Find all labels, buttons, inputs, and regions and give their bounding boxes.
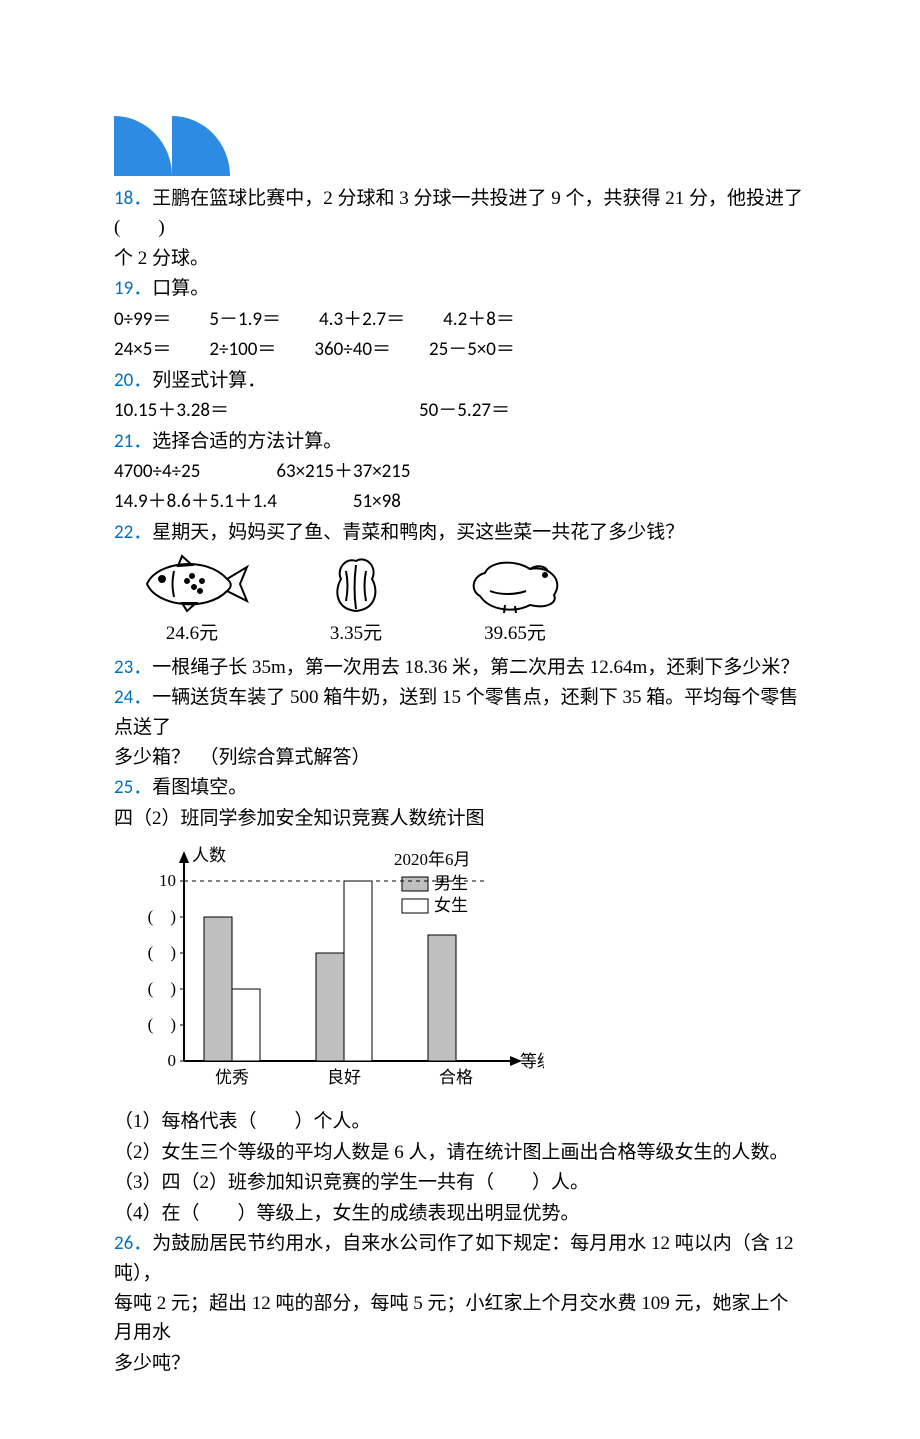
svg-text:0: 0 [168, 1051, 177, 1070]
q17-svg [114, 116, 230, 176]
svg-text:10: 10 [159, 871, 176, 890]
svg-text:良好: 良好 [327, 1068, 361, 1087]
q24-num: 24． [114, 686, 152, 709]
q21-title: 选择合适的方法计算。 [152, 431, 342, 452]
q21-row2: 14.9＋8.6＋5.1＋1.4 51×98 [114, 487, 806, 516]
q26-line3: 多少吨？ [114, 1349, 806, 1378]
q21-num: 21． [114, 430, 152, 453]
q21-title-line: 21．选择合适的方法计算。 [114, 427, 806, 456]
fish-price: 24.6元 [132, 619, 252, 648]
q22-foodrow: 24.6元 3.35元 39.65元 [132, 551, 806, 648]
q25-title-line: 25．看图填空。 [114, 773, 806, 802]
svg-text:等级: 等级 [520, 1052, 544, 1071]
q24-text-b: 多少箱？ （列综合算式解答） [114, 747, 371, 768]
q20-title-line: 20．列竖式计算． [114, 366, 806, 395]
q21-row1: 4700÷4÷25 63×215＋37×215 [114, 457, 806, 486]
food-fish: 24.6元 [132, 551, 252, 648]
q25-subtitle: 四（2）班同学参加安全知识竞赛人数统计图 [114, 804, 806, 833]
q23-text: 一根绳子长 35m，第一次用去 18.36 米，第二次用去 12.64m，还剩下… [152, 657, 799, 678]
svg-text:2020年6月: 2020年6月 [394, 850, 471, 869]
food-duck: 39.65元 [460, 551, 570, 648]
svg-text:男生: 男生 [434, 874, 468, 893]
q25-sub1: （1）每格代表（ ）个人。 [114, 1107, 806, 1136]
bar-chart-svg: 人数等级 2020年6月男生女生 0 ( ) ( ) ( ) ( ) 10 优秀 良好 合格 [114, 841, 544, 1101]
q26-line1: 26．为鼓励居民节约用水，自来水公司作了如下规定：每月用水 12 吨以内（含 1… [114, 1229, 806, 1288]
q24-line1: 24．一辆送货车装了 500 箱牛奶，送到 15 个零售点，还剩下 35 箱。平… [114, 683, 806, 742]
q26-text-c: 多少吨？ [114, 1353, 190, 1374]
svg-text:女生: 女生 [434, 896, 468, 915]
svg-text:人数: 人数 [192, 846, 226, 865]
q20-row: 10.15＋3.28＝ 50－5.27＝ [114, 396, 806, 425]
q24-line2: 多少箱？ （列综合算式解答） [114, 743, 806, 772]
veg-icon [316, 551, 396, 617]
svg-text:优秀: 优秀 [215, 1068, 249, 1087]
q23-line: 23．一根绳子长 35m，第一次用去 18.36 米，第二次用去 12.64m，… [114, 653, 806, 682]
q24-text-a: 一辆送货车装了 500 箱牛奶，送到 15 个零售点，还剩下 35 箱。平均每个… [114, 687, 798, 737]
q17-figure [114, 116, 230, 176]
q19-row1: 0÷99＝ 5－1.9＝ 4.3＋2.7＝ 4.2＋8＝ [114, 305, 806, 334]
q20-title: 列竖式计算． [152, 370, 266, 391]
food-veg: 3.35元 [316, 551, 396, 648]
q19-title-line: 19．口算。 [114, 274, 806, 303]
veg-price: 3.35元 [316, 619, 396, 648]
q18-text-b: 个 2 分球。 [114, 248, 209, 269]
q25-sub2: （2）女生三个等级的平均人数是 6 人，请在统计图上画出合格等级女生的人数。 [114, 1138, 806, 1167]
fish-icon [132, 551, 252, 617]
q25-chart: 人数等级 2020年6月男生女生 0 ( ) ( ) ( ) ( ) 10 优秀 良好 合格 [114, 841, 806, 1101]
q19-num: 19． [114, 277, 152, 300]
svg-text:( ): ( ) [148, 979, 176, 998]
q23-num: 23． [114, 656, 152, 679]
q18-num: 18． [114, 187, 152, 210]
q19-row2: 24×5＝ 2÷100＝ 360÷40＝ 25－5×0＝ [114, 335, 806, 364]
q19-title: 口算。 [152, 278, 209, 299]
q18-text-a: 王鹏在篮球比赛中，2 分球和 3 分球一共投进了 9 个，共获得 21 分，他投… [114, 188, 803, 238]
duck-price: 39.65元 [460, 619, 570, 648]
q25-title: 看图填空。 [152, 777, 247, 798]
q22-num: 22． [114, 521, 152, 544]
q25-num: 25． [114, 776, 152, 799]
q22-title: 星期天，妈妈买了鱼、青菜和鸭肉，买这些菜一共花了多少钱？ [152, 522, 684, 543]
q25-sub4: （4）在（ ）等级上，女生的成绩表现出明显优势。 [114, 1199, 806, 1228]
q26-line2: 每吨 2 元；超出 12 吨的部分，每吨 5 元；小红家上个月交水费 109 元… [114, 1289, 806, 1348]
duck-icon [460, 551, 570, 617]
svg-text:合格: 合格 [439, 1068, 473, 1087]
q25-sub3: （3）四（2）班参加知识竞赛的学生一共有（ ）人。 [114, 1168, 806, 1197]
q18-line1: 18．王鹏在篮球比赛中，2 分球和 3 分球一共投进了 9 个，共获得 21 分… [114, 184, 806, 243]
svg-text:( ): ( ) [148, 907, 176, 926]
q20-num: 20． [114, 369, 152, 392]
q26-text-b: 每吨 2 元；超出 12 吨的部分，每吨 5 元；小红家上个月交水费 109 元… [114, 1293, 789, 1343]
svg-text:( ): ( ) [148, 943, 176, 962]
q22-title-line: 22．星期天，妈妈买了鱼、青菜和鸭肉，买这些菜一共花了多少钱？ [114, 518, 806, 547]
q18-line2: 个 2 分球。 [114, 244, 806, 273]
q26-text-a: 为鼓励居民节约用水，自来水公司作了如下规定：每月用水 12 吨以内（含 12 吨… [114, 1233, 794, 1283]
svg-text:( ): ( ) [148, 1015, 176, 1034]
q26-num: 26． [114, 1232, 152, 1255]
